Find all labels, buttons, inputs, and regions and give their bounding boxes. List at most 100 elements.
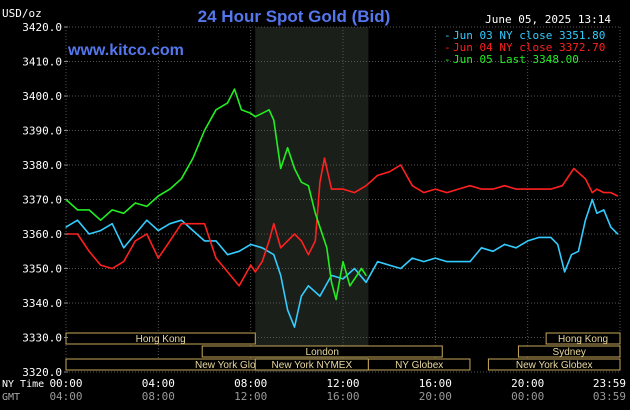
series-point: [261, 112, 263, 114]
series-point: [527, 240, 529, 242]
series-point: [596, 188, 598, 190]
series-point: [365, 185, 367, 187]
series-point: [226, 254, 229, 256]
series-point: [254, 271, 256, 273]
series-point: [307, 285, 309, 287]
series-point: [238, 250, 240, 252]
ny-time-label: NY Time: [2, 379, 44, 390]
series-point: [319, 226, 321, 228]
series-point: [254, 116, 256, 118]
series-point: [280, 247, 282, 249]
series-point: [293, 233, 296, 235]
series-point: [365, 281, 367, 283]
timestamp: June 05, 2025 13:14: [485, 13, 611, 26]
site-watermark: www.kitco.com: [67, 42, 184, 59]
chart-title: 24 Hour Spot Gold (Bid): [198, 7, 391, 26]
series-point: [342, 261, 344, 263]
legend-jun03: Jun 03 NY close 3351.80: [453, 29, 605, 42]
session-bar: [545, 332, 621, 345]
series-point: [577, 250, 580, 252]
series-point: [287, 309, 289, 311]
series-point: [365, 274, 367, 276]
series-point: [469, 261, 471, 263]
series-point: [280, 167, 282, 170]
series-point: [570, 254, 573, 256]
series-point: [353, 267, 356, 270]
series-point: [342, 188, 344, 190]
series-point: [123, 247, 125, 249]
x-tick-label-ny: 20:00: [511, 377, 544, 390]
x-axis-ticks: 00:00 04:00 08:00 12:00 16:00 20:00 23:5904:00…: [49, 377, 626, 403]
series-point: [573, 167, 575, 170]
series-point: [293, 326, 296, 328]
series-point: [617, 233, 619, 235]
series-point: [480, 247, 483, 249]
legend-jun04: Jun 04 NY close 3372.70: [453, 41, 605, 54]
series-point: [411, 185, 413, 187]
series-point: [423, 261, 425, 263]
series-point: [538, 236, 540, 239]
x-tick-label-gmt: 00:00: [511, 390, 544, 403]
series-point: [273, 119, 275, 121]
series-point: [319, 295, 321, 297]
series-point: [330, 188, 333, 190]
unit-label: USD/oz: [2, 7, 42, 20]
series-point: [550, 188, 552, 190]
series-point: [314, 240, 316, 242]
x-tick-label-gmt: 03:59: [593, 390, 626, 403]
session-bar: [201, 345, 443, 358]
series-point: [457, 261, 460, 263]
series-point: [411, 257, 413, 259]
x-tick-label-ny: 23:59: [593, 377, 626, 390]
x-tick-label-ny: 12:00: [326, 377, 359, 390]
series-point: [100, 264, 102, 266]
series-point: [180, 178, 183, 180]
x-tick-label-gmt: 08:00: [142, 390, 175, 403]
series-point: [287, 240, 289, 242]
y-tick-label: 3370.0: [22, 194, 62, 207]
series-point: [388, 171, 390, 173]
series-point: [111, 209, 113, 211]
series-point: [169, 223, 171, 225]
series-point: [400, 267, 402, 270]
y-tick-label: 3330.0: [22, 332, 62, 345]
series-point: [617, 195, 619, 197]
series-point: [192, 229, 194, 232]
series-point: [261, 261, 263, 263]
session-label: Sydney: [553, 347, 586, 358]
series-point: [146, 219, 148, 221]
series-point: [480, 188, 483, 190]
series-point: [596, 212, 598, 214]
series-point: [250, 243, 252, 245]
series-point: [215, 240, 217, 242]
series-point: [584, 178, 586, 180]
series-point: [111, 267, 113, 270]
grid-lines: [65, 26, 621, 373]
series-point: [76, 233, 79, 235]
series-line: [66, 157, 619, 287]
series-point: [434, 188, 436, 190]
legend-dash-jun03: -: [444, 29, 451, 42]
series-point: [268, 240, 270, 242]
series-point: [215, 109, 217, 111]
session-label: London: [306, 347, 339, 358]
series-point: [273, 254, 275, 256]
series-point: [446, 192, 448, 194]
series-point: [192, 157, 194, 159]
y-tick-label: 3410.0: [22, 56, 62, 69]
x-tick-label-ny: 00:00: [49, 377, 82, 390]
series-point: [157, 195, 159, 197]
price-series: [65, 88, 619, 328]
series-point: [360, 267, 363, 270]
y-tick-label: 3340.0: [22, 297, 62, 310]
series-point: [226, 102, 229, 104]
x-tick-label-ny: 08:00: [234, 377, 267, 390]
series-point: [342, 278, 344, 280]
x-tick-label-ny: 16:00: [419, 377, 452, 390]
series-point: [76, 219, 79, 221]
series-point: [88, 209, 90, 211]
series-point: [330, 281, 333, 283]
series-point: [446, 261, 448, 263]
series-point: [240, 109, 243, 111]
